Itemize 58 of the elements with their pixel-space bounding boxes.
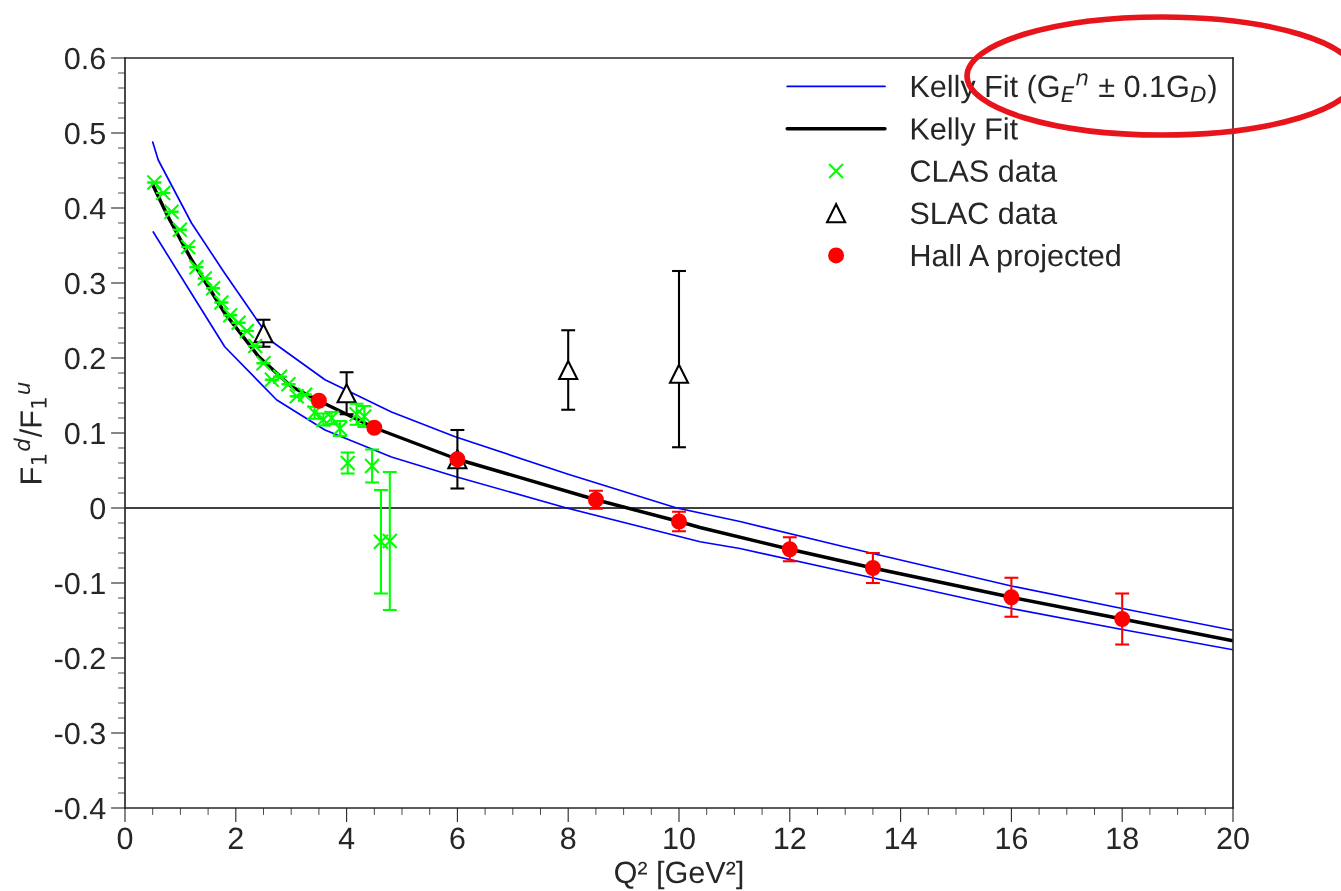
point	[171, 221, 188, 238]
x-tick-label: 18	[1107, 827, 1138, 850]
point	[668, 363, 690, 384]
point	[336, 383, 357, 404]
point	[205, 280, 222, 297]
point	[253, 323, 274, 344]
point	[339, 455, 356, 471]
x-tick-label: 10	[664, 827, 695, 850]
point	[366, 419, 383, 436]
point	[188, 259, 205, 276]
x-tick-label: 6	[450, 827, 465, 850]
point	[222, 307, 239, 324]
y-tick-label: -0.4	[54, 797, 106, 820]
point	[180, 239, 197, 255]
x-tick-label: 8	[561, 827, 576, 850]
x-tick-label: 16	[996, 827, 1028, 850]
point	[155, 185, 172, 201]
legend-label: Kelly Fit	[911, 117, 1018, 146]
x-tick-label: 14	[885, 827, 917, 849]
y-tick-label: 0	[90, 497, 106, 520]
x-tick-label: 4	[338, 827, 355, 849]
y-tick-label: 0.2	[64, 347, 105, 370]
point	[1114, 611, 1131, 627]
point	[372, 533, 389, 550]
y-axis-title: F$_{1}$$^{d}$/F$_{1}$$^{u}$	[13, 382, 47, 483]
point	[163, 203, 180, 220]
point	[781, 541, 798, 558]
point	[230, 314, 247, 331]
point	[1003, 589, 1020, 606]
legend-label: CLAS data	[910, 159, 1058, 182]
legend-label: Hall A projected	[911, 243, 1120, 273]
point	[213, 294, 230, 311]
y-tick-label: -0.3	[54, 722, 105, 745]
point	[558, 359, 579, 381]
point	[255, 355, 272, 372]
legend-label: SLAC data	[910, 201, 1058, 225]
x-tick-label: 0	[117, 827, 133, 850]
y-tick-label: 0.4	[64, 197, 106, 220]
y-tick-label: 0.6	[64, 47, 105, 70]
y-tick-label: 0.3	[64, 272, 105, 295]
x-tick-label: 12	[775, 827, 806, 849]
point	[864, 560, 881, 576]
point	[272, 368, 289, 385]
point	[196, 270, 213, 287]
point	[310, 392, 327, 409]
point	[247, 338, 264, 354]
y-tick-label: 0.5	[64, 122, 105, 145]
point	[297, 386, 314, 403]
point	[146, 174, 163, 191]
y-tick-label: -0.1	[54, 572, 105, 595]
x-tick-label: 2	[228, 827, 243, 849]
point	[381, 533, 398, 549]
x-tick-label: 20	[1217, 827, 1249, 850]
y-tick-label: 0.1	[64, 422, 105, 445]
x-axis-title: Q² [GeV²]	[615, 860, 743, 890]
y-tick-label: -0.2	[54, 647, 105, 670]
point	[238, 323, 255, 339]
point	[288, 388, 305, 405]
